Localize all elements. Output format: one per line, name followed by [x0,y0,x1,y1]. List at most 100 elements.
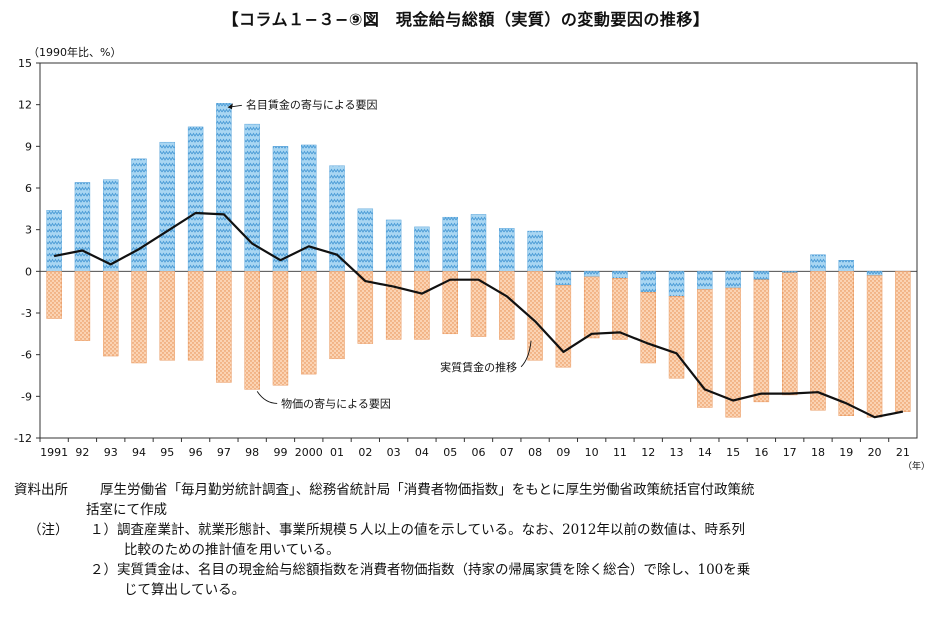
nominal-wage-bar [187,126,204,272]
x-tick-label: 14 [698,446,712,459]
x-tick-label: 13 [670,446,684,459]
nominal-wage-bar [527,230,543,272]
source-text-cont: 括室にて作成 [86,502,167,518]
y-tick-label: 12 [18,99,32,112]
nominal-wage-bar [612,271,628,279]
price-bars [46,271,911,418]
x-unit-label: （年） [903,460,930,472]
price-bar [866,275,883,418]
annotation-connector [256,391,278,404]
x-tick-label: 99 [273,446,287,459]
price-bar [301,271,317,375]
x-tick-label: 95 [160,446,174,459]
price-bar [810,271,826,411]
note-label: （注） [28,522,69,538]
y-tick-label: 0 [25,265,32,278]
x-tick-label: 98 [245,446,259,459]
x-tick-label: 15 [726,446,740,459]
price-bar [781,272,798,396]
footnotes: 資料出所 厚生労働省「毎月勤労統計調査」、総務省統計局「消費者物価指数」をもとに厚… [14,480,924,600]
price-bar [753,279,770,403]
nominal-wage-bar [216,103,232,272]
y-tick-label: -9 [21,390,32,403]
y-tick-label: 3 [25,224,32,237]
nominal-wage-bar [668,271,685,297]
nominal-wage-bar [470,214,487,272]
price-bar [612,278,628,340]
nominal-wage-bar [725,271,741,289]
nominal-wage-bar [583,271,600,278]
price-bar [244,271,260,390]
price-bar [357,271,374,344]
price-bar [583,276,600,339]
x-tick-label: 21 [896,446,910,459]
price-bar [442,271,458,335]
nominal-wage-bar [640,271,656,293]
x-tick-label: 93 [104,446,118,459]
price-bar [103,271,119,357]
nominal-wage-bar [866,271,883,276]
y-tick-label: -3 [21,307,32,320]
x-tick-label: 10 [585,446,599,459]
price-bar [216,271,232,383]
price-bar [414,271,430,340]
nominal-wage-bar [46,210,62,272]
nominal-wage-bar [357,208,374,272]
nominal-wage-bar [781,271,798,273]
nominal-wage-bar [74,182,91,272]
x-tick-label: 17 [783,446,797,459]
y-tick-label: -12 [14,432,32,445]
x-tick-label: 04 [415,446,429,459]
price-bar [895,271,911,412]
note-1: １）調査産業計、就業形態計、事業所規模５人以上の値を示している。なお、2012年… [90,522,745,538]
nominal-wage-bars [46,103,883,297]
note-2-cont: じて算出している。 [124,582,246,598]
annotation-real: 実質賃金の推移 [440,360,517,374]
figure-title: 【コラム１−３−⑨図 現金給与総額（実質）の変動要因の推移】 [222,10,710,29]
y-tick-label: 6 [25,182,32,195]
price-bar [697,289,713,408]
price-bar [272,271,289,386]
nominal-wage-bar [442,216,458,272]
annotation-nominal: 名目賃金の寄与による要因 [246,97,378,111]
nominal-wage-bar [555,271,572,286]
annotation-price: 物価の寄与による要因 [281,396,391,410]
x-tick-label: 11 [613,446,627,459]
x-tick-label: 06 [472,446,486,459]
real-wage-line [53,211,904,419]
nominal-wage-bar [838,260,854,272]
x-tick-label: 16 [754,446,768,459]
x-tick-label: 08 [528,446,542,459]
note-1-cont: 比較のための推計値を用いている。 [124,542,340,558]
note-2: ２）実質賃金は、名目の現金給与総額指数を消費者物価指数（持家の帰属家賃を除く総合… [90,562,751,578]
nominal-wage-bar [159,141,176,272]
x-tick-label: 1991 [40,446,68,459]
nominal-wage-bar [301,144,317,272]
nominal-wage-bar [810,254,826,272]
x-tick-label: 01 [330,446,344,459]
nominal-wage-bar [272,146,289,272]
annotation-connector [520,340,532,368]
source-label: 資料出所 [14,482,68,498]
x-tick-label: 19 [839,446,853,459]
price-bar [131,271,147,364]
price-bar [74,271,91,341]
x-tick-label: 20 [868,446,882,459]
price-bar [640,291,656,364]
x-tick-label: 03 [387,446,401,459]
price-bar [499,271,515,340]
x-tick-label: 09 [556,446,570,459]
price-bar [838,271,854,416]
nominal-wage-bar [753,271,770,280]
y-tick-label: 9 [25,140,32,153]
price-bar [385,271,402,340]
x-tick-label: 02 [358,446,372,459]
x-tick-label: 05 [443,446,457,459]
x-tick-label: 07 [500,446,514,459]
x-tick-label: 12 [641,446,655,459]
price-bar [725,287,741,418]
nominal-wage-bar [414,226,430,272]
